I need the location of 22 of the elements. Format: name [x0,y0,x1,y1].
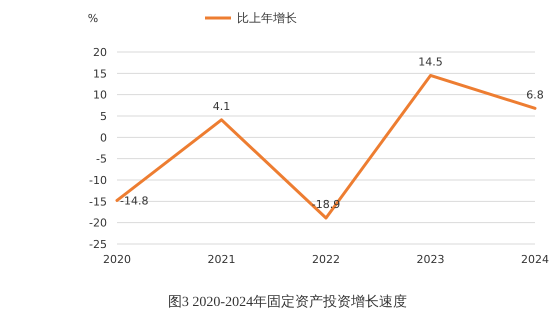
data-label: 6.8 [526,88,544,102]
y-tick-label: -25 [89,238,107,251]
y-axis-title: % [88,12,98,25]
y-tick-label: 20 [93,46,107,59]
y-tick-label: -10 [89,174,107,187]
y-tick-label: -5 [96,152,107,166]
x-tick-label: 2022 [312,253,340,266]
y-tick-label: -20 [89,216,107,230]
y-tick-label: -15 [89,195,107,208]
y-tick-label: 0 [100,131,107,144]
x-tick-label: 2024 [521,253,549,266]
x-tick-label: 2023 [416,253,444,266]
y-tick-label: 15 [93,67,107,80]
legend-label: 比上年增长 [237,11,297,25]
y-tick-label: 5 [100,110,107,123]
y-tick-label: 10 [93,88,107,102]
data-label: 14.5 [418,55,443,68]
text: 图3 2020-2024年固定资产投资增长速度 [168,294,408,310]
data-label: -14.8 [120,194,148,208]
x-tick-label: 2020 [103,253,131,266]
data-label: 4.1 [212,100,230,113]
x-tick-label: 2021 [208,253,236,266]
